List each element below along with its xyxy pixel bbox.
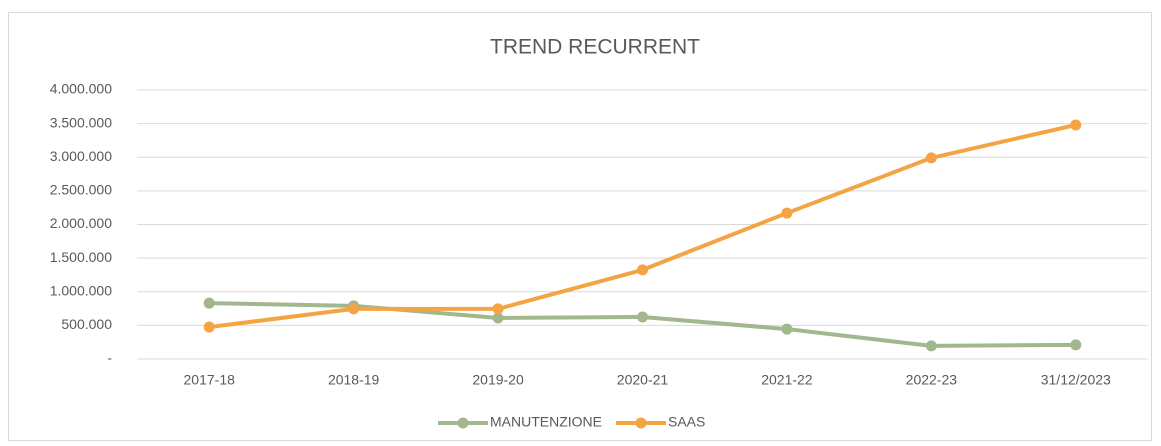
chart-frame: [8, 12, 1152, 441]
legend-label: MANUTENZIONE: [490, 414, 602, 430]
x-tick-label: 2021-22: [761, 372, 813, 388]
chart-title: TREND RECURRENT: [490, 36, 700, 59]
x-tick-label: 2018-19: [328, 372, 380, 388]
y-tick-label: 3.000.000: [50, 148, 112, 164]
y-tick-label: 2.000.000: [50, 215, 112, 231]
x-tick-label: 2020-21: [617, 372, 669, 388]
y-tick-label: 500.000: [61, 316, 112, 332]
data-point: [492, 312, 504, 324]
data-point: [781, 323, 793, 335]
y-tick-label: 3.500.000: [50, 114, 112, 130]
x-tick-label: 31/12/2023: [1041, 372, 1111, 388]
x-tick-label: 2017-18: [184, 372, 236, 388]
data-point: [637, 311, 648, 323]
y-tick-label: 1.000.000: [50, 282, 112, 298]
legend-marker: [635, 417, 647, 429]
data-point: [925, 340, 937, 352]
legend-label: SAAS: [668, 414, 705, 430]
data-point: [203, 297, 215, 309]
x-tick-label: 2022-23: [906, 372, 958, 388]
data-point: [781, 207, 793, 219]
data-point: [925, 152, 937, 164]
data-point: [637, 264, 648, 276]
y-tick-label: 2.500.000: [50, 182, 112, 198]
y-tick-label: -: [107, 350, 112, 366]
data-point: [1070, 339, 1082, 351]
x-tick-label: 2019-20: [472, 372, 524, 388]
data-point: [348, 303, 360, 315]
data-point: [1070, 119, 1082, 131]
legend-marker: [457, 417, 469, 429]
y-tick-label: 1.500.000: [50, 249, 112, 265]
data-point: [492, 303, 504, 315]
data-point: [203, 321, 215, 333]
y-tick-label: 4.000.000: [50, 81, 112, 97]
